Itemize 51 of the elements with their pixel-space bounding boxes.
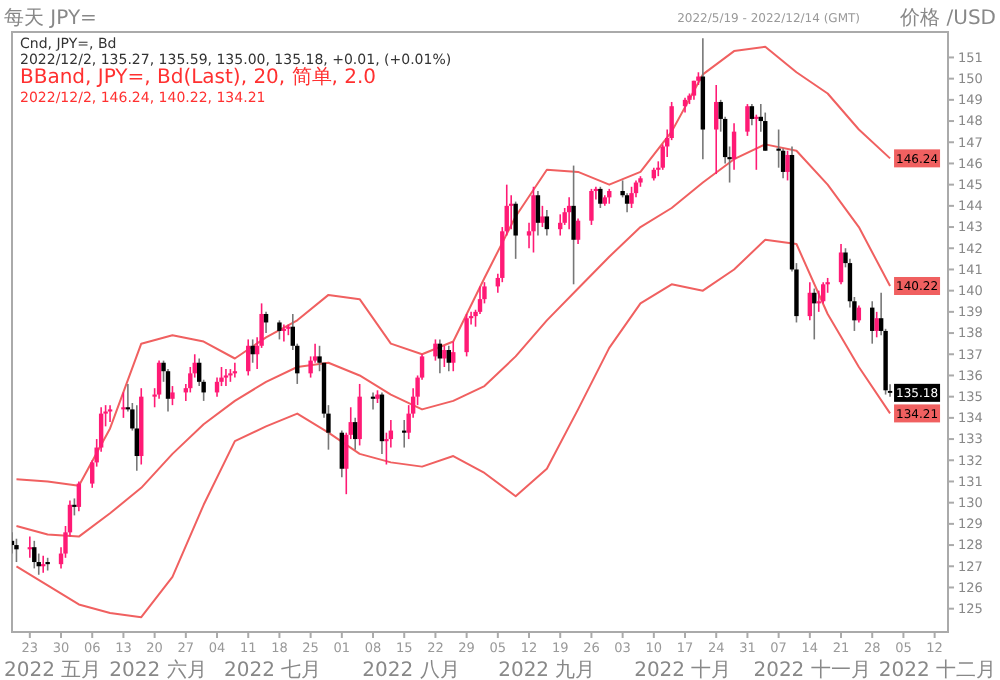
text: 2022 九月 — [498, 658, 596, 680]
candlestick — [874, 311, 879, 339]
text: 2022 十一月 — [753, 658, 871, 680]
candlestick — [442, 344, 447, 368]
candlestick — [446, 344, 451, 373]
text: 2022 十月 — [634, 658, 732, 680]
candlestick — [749, 103, 755, 127]
line-series — [15, 238, 892, 619]
candlestick — [821, 281, 826, 305]
candlestick — [379, 391, 385, 455]
candlestick — [223, 368, 229, 387]
candlestick — [629, 185, 634, 209]
candlestick — [107, 404, 113, 423]
annotation: BBand, JPY=, Bd(Last), 20, 简单, 2.0 — [20, 65, 377, 89]
candlestick — [357, 383, 362, 447]
candlestick — [513, 200, 518, 260]
candlestick — [540, 205, 545, 228]
candlestick — [714, 84, 719, 175]
candlestick — [170, 385, 175, 406]
candlestick — [134, 404, 139, 472]
candlestick — [544, 209, 550, 237]
candlestick — [339, 429, 345, 479]
candlestick — [165, 368, 171, 413]
text: 2022 七月 — [224, 658, 322, 680]
y-axis-title: 价格 /USD — [898, 6, 997, 30]
candlestick — [575, 217, 581, 245]
candlestick — [353, 417, 358, 451]
candlestick — [277, 319, 282, 341]
candlestick — [754, 113, 759, 171]
chart-title: 每天 JPY= — [4, 6, 97, 30]
candlestick — [571, 164, 576, 286]
candlestick — [589, 188, 594, 226]
candlestick — [156, 359, 162, 400]
candlestick — [763, 111, 768, 152]
candlestick — [437, 338, 443, 375]
candlestick — [32, 540, 37, 570]
candlestick — [838, 243, 844, 286]
text: 2022 六月 — [109, 658, 207, 680]
text: 2022 十二月 — [878, 658, 996, 680]
candlestick — [598, 185, 603, 209]
candlestick — [464, 313, 469, 358]
candlestick — [531, 185, 536, 254]
text: 2022 八月 — [362, 660, 460, 680]
candlestick — [121, 391, 126, 419]
candlestick — [785, 149, 790, 182]
candlestick — [535, 190, 541, 237]
candlestick — [451, 340, 456, 373]
text: 2022 五月 — [4, 660, 102, 680]
candlestick — [250, 338, 255, 364]
candlestick — [745, 103, 750, 137]
candlestick — [433, 338, 438, 362]
